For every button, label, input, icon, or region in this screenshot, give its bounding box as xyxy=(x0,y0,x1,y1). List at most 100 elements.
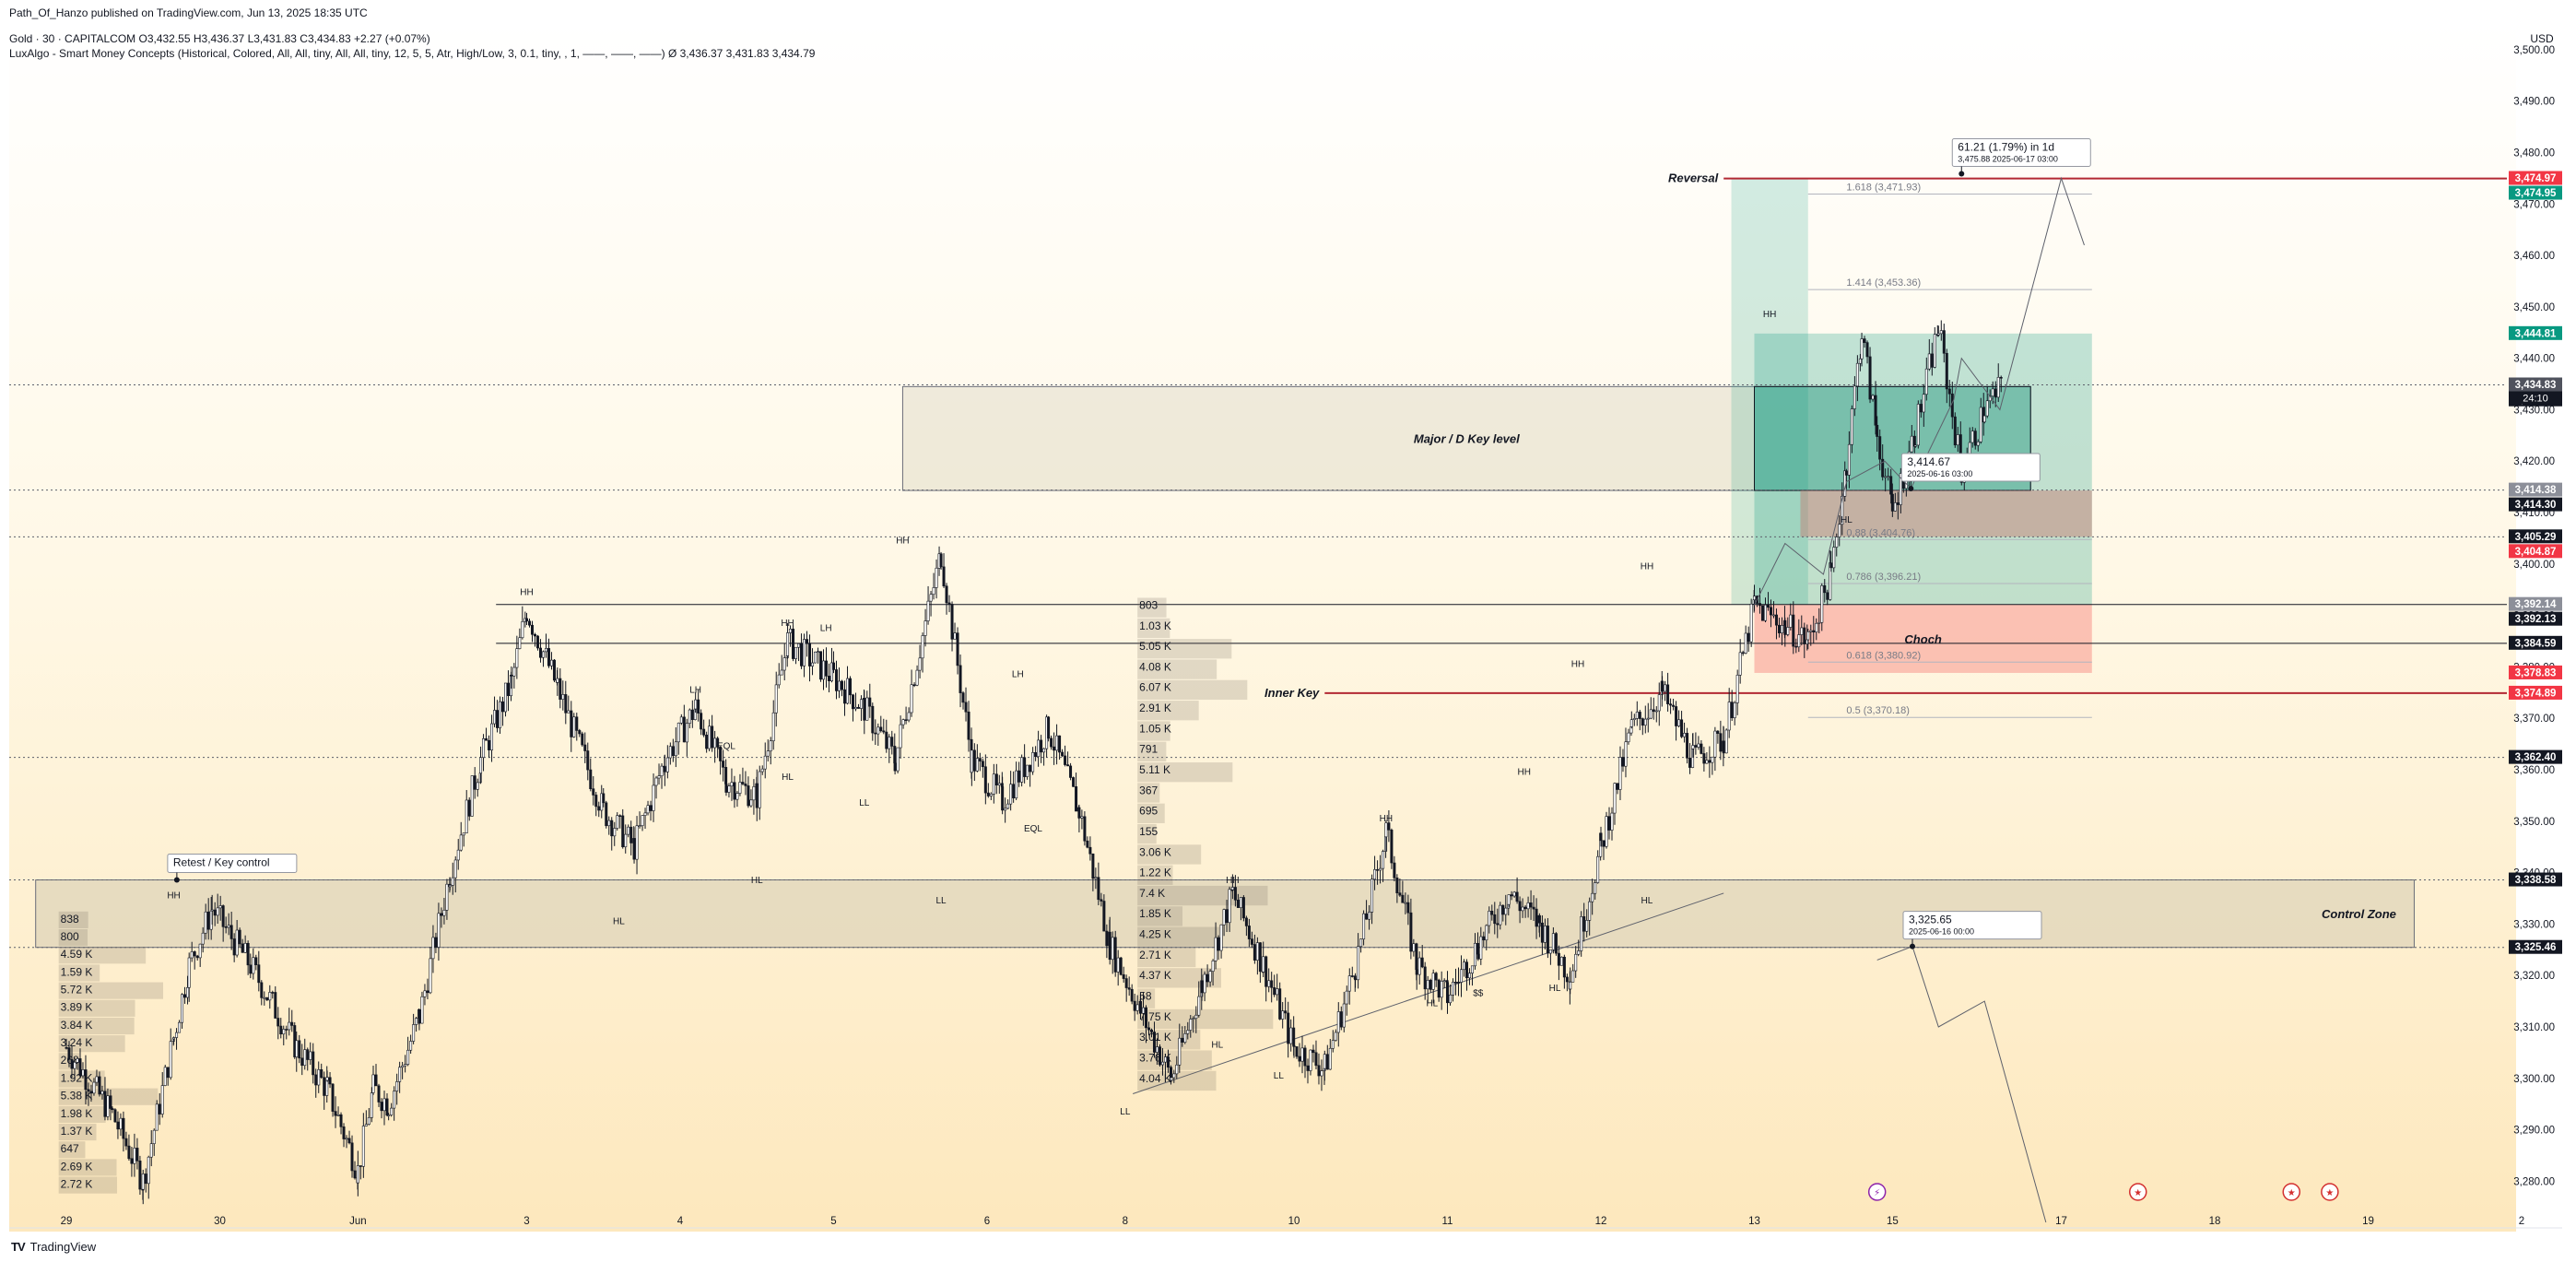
candle-body xyxy=(1535,908,1538,927)
candle-body xyxy=(1339,1011,1343,1028)
candle-body xyxy=(1683,733,1687,737)
volume-left-label: 800 xyxy=(61,930,79,943)
candle-body xyxy=(1970,430,1974,443)
volume-mid-bar xyxy=(1137,803,1165,823)
callout-box xyxy=(1902,911,2042,940)
candle-body xyxy=(652,784,655,811)
candle-body xyxy=(260,982,264,998)
tradingview-logo-icon[interactable]: TV xyxy=(11,1240,26,1254)
callout-box xyxy=(167,854,298,874)
candle-body xyxy=(837,680,841,691)
candle-body xyxy=(232,938,236,956)
candle-body xyxy=(490,723,494,750)
candle-body xyxy=(851,694,854,710)
candlestick-chart[interactable]: Major / D Key level Control Zone Choch 1.6… xyxy=(0,24,2576,1232)
candle-body xyxy=(690,709,694,720)
candle-body xyxy=(1916,404,1920,446)
candle-body xyxy=(1034,752,1038,758)
volume-mid-bar xyxy=(1137,906,1183,926)
candle-body xyxy=(1061,751,1065,757)
candle-body xyxy=(181,994,184,1023)
volume-left-label: 2.72 K xyxy=(61,1178,93,1191)
candle-body xyxy=(334,1111,337,1116)
time-tick-label: 11 xyxy=(1442,1216,1453,1227)
candle-body xyxy=(570,710,573,737)
candle-body xyxy=(992,773,995,795)
candle-body xyxy=(380,1102,383,1112)
candle-body xyxy=(1688,758,1692,768)
candle-body xyxy=(1163,1056,1167,1063)
candle-body xyxy=(1922,394,1925,413)
volume-mid-label: 695 xyxy=(1139,805,1158,818)
candle-body xyxy=(434,937,438,948)
candle-body xyxy=(512,666,516,677)
candle-body xyxy=(1437,979,1441,998)
candle-body xyxy=(685,723,688,743)
candle-body xyxy=(496,710,500,728)
candle-body xyxy=(382,1098,386,1112)
candle-body xyxy=(1947,388,1951,395)
volume-left-label: 1.37 K xyxy=(61,1125,93,1138)
time-axis[interactable]: 29 30 Jun 3 4 5 6 8 10 11 12 13 15 17 18 19 2 ⚡ ★ ★ ★ xyxy=(9,1183,2562,1229)
candle-body xyxy=(1599,832,1603,842)
volume-mid-label: 4.37 K xyxy=(1139,969,1171,982)
zone-label: Control Zone xyxy=(2322,907,2396,921)
volume-mid-bar xyxy=(1137,721,1170,741)
candle-body xyxy=(1675,706,1678,726)
candle-body xyxy=(1200,980,1204,994)
candle-body xyxy=(1141,1007,1145,1014)
candle-body xyxy=(1585,920,1589,932)
candle-body xyxy=(1878,436,1882,460)
candle-body xyxy=(1312,1049,1315,1054)
candle-body xyxy=(252,957,255,974)
candle-body xyxy=(78,1058,82,1077)
candle-body xyxy=(1621,757,1625,767)
candle-body xyxy=(303,1049,307,1067)
price-badge-label: 3,374.89 xyxy=(2515,688,2557,699)
candle-body xyxy=(73,1062,76,1069)
volume-mid-label: 58 xyxy=(1139,990,1152,1003)
candle-body xyxy=(1749,603,1753,643)
candle-body xyxy=(1170,1077,1173,1081)
candle-body xyxy=(1448,995,1452,1004)
candle-body xyxy=(1113,937,1117,973)
candle-body xyxy=(1233,887,1237,901)
candle-body xyxy=(1510,894,1513,897)
candle-body xyxy=(1300,1047,1304,1062)
candle-body xyxy=(1641,718,1644,726)
price-badge xyxy=(2509,635,2562,650)
time-tick-label: 17 xyxy=(2055,1216,2067,1227)
candle-body xyxy=(1097,877,1100,901)
candle-body xyxy=(716,737,720,748)
candle-body xyxy=(1464,961,1468,979)
candle-body xyxy=(130,1158,134,1164)
candle-body xyxy=(1094,877,1098,879)
candle-body xyxy=(345,1138,348,1140)
callout-box xyxy=(1951,137,2091,167)
candle-body xyxy=(1031,752,1035,773)
candle-body xyxy=(138,1161,142,1190)
structure-label: EQL xyxy=(1024,824,1042,834)
candle-body xyxy=(1661,680,1664,692)
price-axis[interactable]: USD 3,280.00 3,290.00 3,300.00 3,310.00 3,320… xyxy=(2509,32,2562,1187)
candle-body xyxy=(1629,719,1633,727)
candle-body xyxy=(1979,407,1982,442)
candle-body xyxy=(1632,718,1636,721)
volume-mid-label: 2.71 K xyxy=(1139,949,1171,961)
candle-body xyxy=(947,602,951,605)
candle-body xyxy=(300,1057,304,1067)
candle-body xyxy=(1702,753,1706,764)
candle-body xyxy=(842,689,846,704)
candle-body xyxy=(98,1076,101,1095)
candle-body xyxy=(1133,1000,1136,1011)
candle-body xyxy=(1292,1045,1296,1047)
candle-body xyxy=(1896,502,1900,505)
candle-body xyxy=(1442,980,1446,982)
candle-body xyxy=(758,771,761,808)
candle-body xyxy=(1543,926,1547,943)
candle-body xyxy=(594,795,598,808)
volume-mid-bar xyxy=(1137,844,1202,865)
candle-body xyxy=(981,761,984,768)
candle-body xyxy=(1362,913,1366,939)
candle-body xyxy=(282,1029,286,1035)
